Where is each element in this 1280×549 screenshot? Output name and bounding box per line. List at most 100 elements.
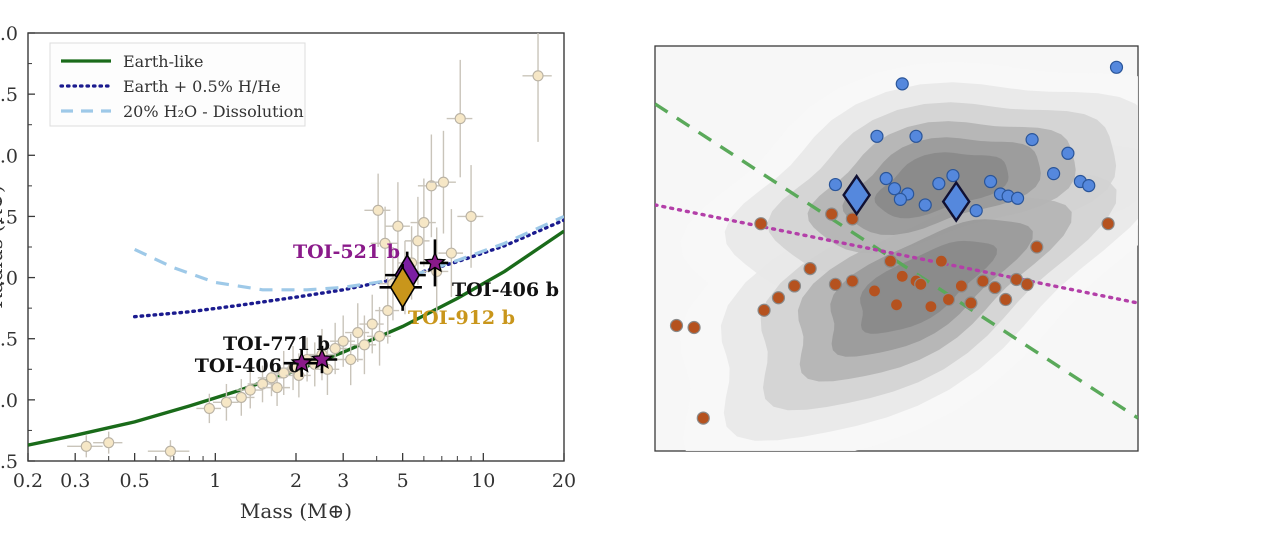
right-data-point-super-earths: [1009, 272, 1024, 287]
left-x-axis-title: Mass (M⊕): [240, 499, 352, 523]
right-marker-toi-912-b: [941, 180, 971, 223]
left-curve-earth-0-5-h-he: [132, 218, 564, 319]
right-data-point-sub-neptunes: [1010, 191, 1025, 205]
left-x-tick-label: 2: [290, 470, 302, 492]
left-data-point: [372, 204, 384, 216]
left-x-tick-label: 3: [337, 470, 349, 492]
right-data-point-super-earths: [1020, 277, 1034, 291]
right-data-point-super-earths: [867, 284, 882, 298]
right-data-point-super-earths: [757, 303, 771, 317]
right-data-point-super-earths: [895, 269, 909, 283]
right-data-point-super-earths: [696, 411, 710, 425]
right-data-point-super-earths: [1101, 217, 1115, 231]
left-annotations: TOI-521 b TOI-912 b TOI-406 b TOI-771 bTOI-…: [195, 241, 559, 377]
left-data-point: [374, 330, 386, 342]
right-data-point-sub-neptunes: [893, 192, 907, 206]
right-data-point-sub-neptunes: [1025, 133, 1039, 147]
left-data-point: [379, 237, 391, 249]
left-data-point: [437, 176, 450, 188]
left-data-point: [256, 378, 269, 390]
right-data-point-super-earths: [976, 274, 990, 288]
left-data-point: [358, 339, 370, 351]
left-annotation-toi-771-b: TOI-771 b: [223, 333, 330, 355]
right-data-point-sub-neptunes: [1061, 146, 1075, 160]
right-data-point-sub-neptunes: [1109, 60, 1124, 74]
right-data-point-sub-neptunes: [828, 177, 843, 192]
left-data-point: [382, 305, 394, 317]
right-data-point-sub-neptunes: [870, 129, 884, 143]
left-data-point: [352, 327, 364, 339]
right-data-point-super-earths: [1030, 240, 1044, 254]
left-highlight-planets: [283, 239, 449, 377]
right-data-point-super-earths: [934, 254, 948, 268]
left-curve-20-h2o-dissolution: [133, 214, 564, 292]
left-y-tick-label: 1.0: [0, 390, 18, 412]
left-data-point: [425, 180, 437, 192]
left-marker-toi-406-b: [423, 251, 447, 273]
left-annotation-toi-406-c: TOI-406 c: [195, 355, 300, 377]
left-marker-toi-912-b: [389, 265, 416, 309]
right-data-point-sub-neptunes: [895, 77, 909, 91]
right-data-point-super-earths: [803, 261, 817, 276]
left-x-tick-label: 1: [209, 470, 221, 492]
left-data-point: [203, 402, 215, 414]
left-data-point: [345, 353, 357, 366]
right-data-point-sub-neptunes: [932, 176, 946, 191]
left-data-point: [418, 216, 430, 229]
right-data-point-super-earths: [914, 277, 928, 291]
left-y-axis-title: Radius (R⊕): [0, 185, 7, 309]
right-data-point-sub-neptunes: [1082, 179, 1096, 193]
left-panel: 0.5 1.0 1.5 2.0 2.5 3.0 3.5 4.0 0.2 0.3 0.5 1 2 3 5 10 2…: [0, 23, 576, 523]
left-y-tick-label: 2.5: [0, 206, 18, 228]
right-data-point-super-earths: [954, 279, 968, 293]
left-data-point: [412, 235, 424, 247]
right-data-point-super-earths: [889, 298, 904, 312]
left-annotation-toi-912-b: TOI-912 b: [408, 307, 515, 329]
left-x-tick-label: 0.5: [120, 470, 150, 492]
left-x-tick-label: 5: [397, 470, 409, 492]
left-y-tick-label: 4.0: [0, 23, 18, 45]
right-data-point-super-earths: [754, 217, 768, 231]
right-data-point-super-earths: [883, 254, 898, 268]
right-data-point-super-earths: [669, 318, 684, 333]
right-data-point-sub-neptunes: [879, 171, 893, 186]
left-data-point: [80, 440, 92, 452]
left-legend-label: 20% H₂O - Dissolution: [123, 102, 304, 121]
left-x-tick-label: 0.3: [60, 470, 90, 492]
right-data-point-super-earths: [687, 320, 701, 335]
right-data-point-super-earths: [999, 292, 1013, 307]
left-data-point: [271, 382, 283, 394]
right-data-point-sub-neptunes: [918, 198, 932, 212]
left-data-point: [235, 391, 247, 403]
left-x-tick-label: 0.2: [13, 470, 43, 492]
left-marker-toi-406-c: [290, 351, 313, 373]
left-y-tick-label: 3.0: [0, 145, 18, 167]
right-data-point-super-earths: [924, 300, 938, 314]
right-data-point-super-earths: [988, 280, 1002, 295]
left-data-point: [103, 437, 115, 449]
left-data-point: [337, 335, 349, 347]
right-data-point-super-earths: [941, 292, 956, 307]
right-data-point-sub-neptunes: [983, 174, 998, 189]
left-x-tick-label: 10: [471, 470, 495, 492]
right-data-point-super-earths: [825, 207, 839, 221]
right-data-point-sub-neptunes: [887, 182, 902, 196]
left-data-point: [220, 396, 232, 408]
left-annotation-toi-406-b: TOI-406 b: [452, 279, 559, 301]
left-legend: Earth-like Earth + 0.5% H/He 20% H₂O - Dis…: [49, 42, 306, 127]
left-data-point: [244, 384, 256, 396]
right-data-point-super-earths: [964, 296, 978, 310]
left-legend-box: [49, 42, 306, 127]
left-y-tick-label: 3.5: [0, 84, 18, 106]
left-data-point: [465, 210, 477, 222]
right-data-point-sub-neptunes: [909, 129, 923, 143]
left-annotation-toi-521-b: TOI-521 b: [293, 241, 400, 263]
left-data-point: [532, 70, 544, 82]
right-marker-toi-521-b: [842, 173, 872, 217]
left-data-point: [454, 113, 466, 125]
left-data-point: [329, 342, 341, 355]
right-data-point-sub-neptunes: [969, 204, 983, 218]
left-y-tick-label: 2.0: [0, 268, 18, 290]
right-density-contours: [679, 61, 1138, 451]
